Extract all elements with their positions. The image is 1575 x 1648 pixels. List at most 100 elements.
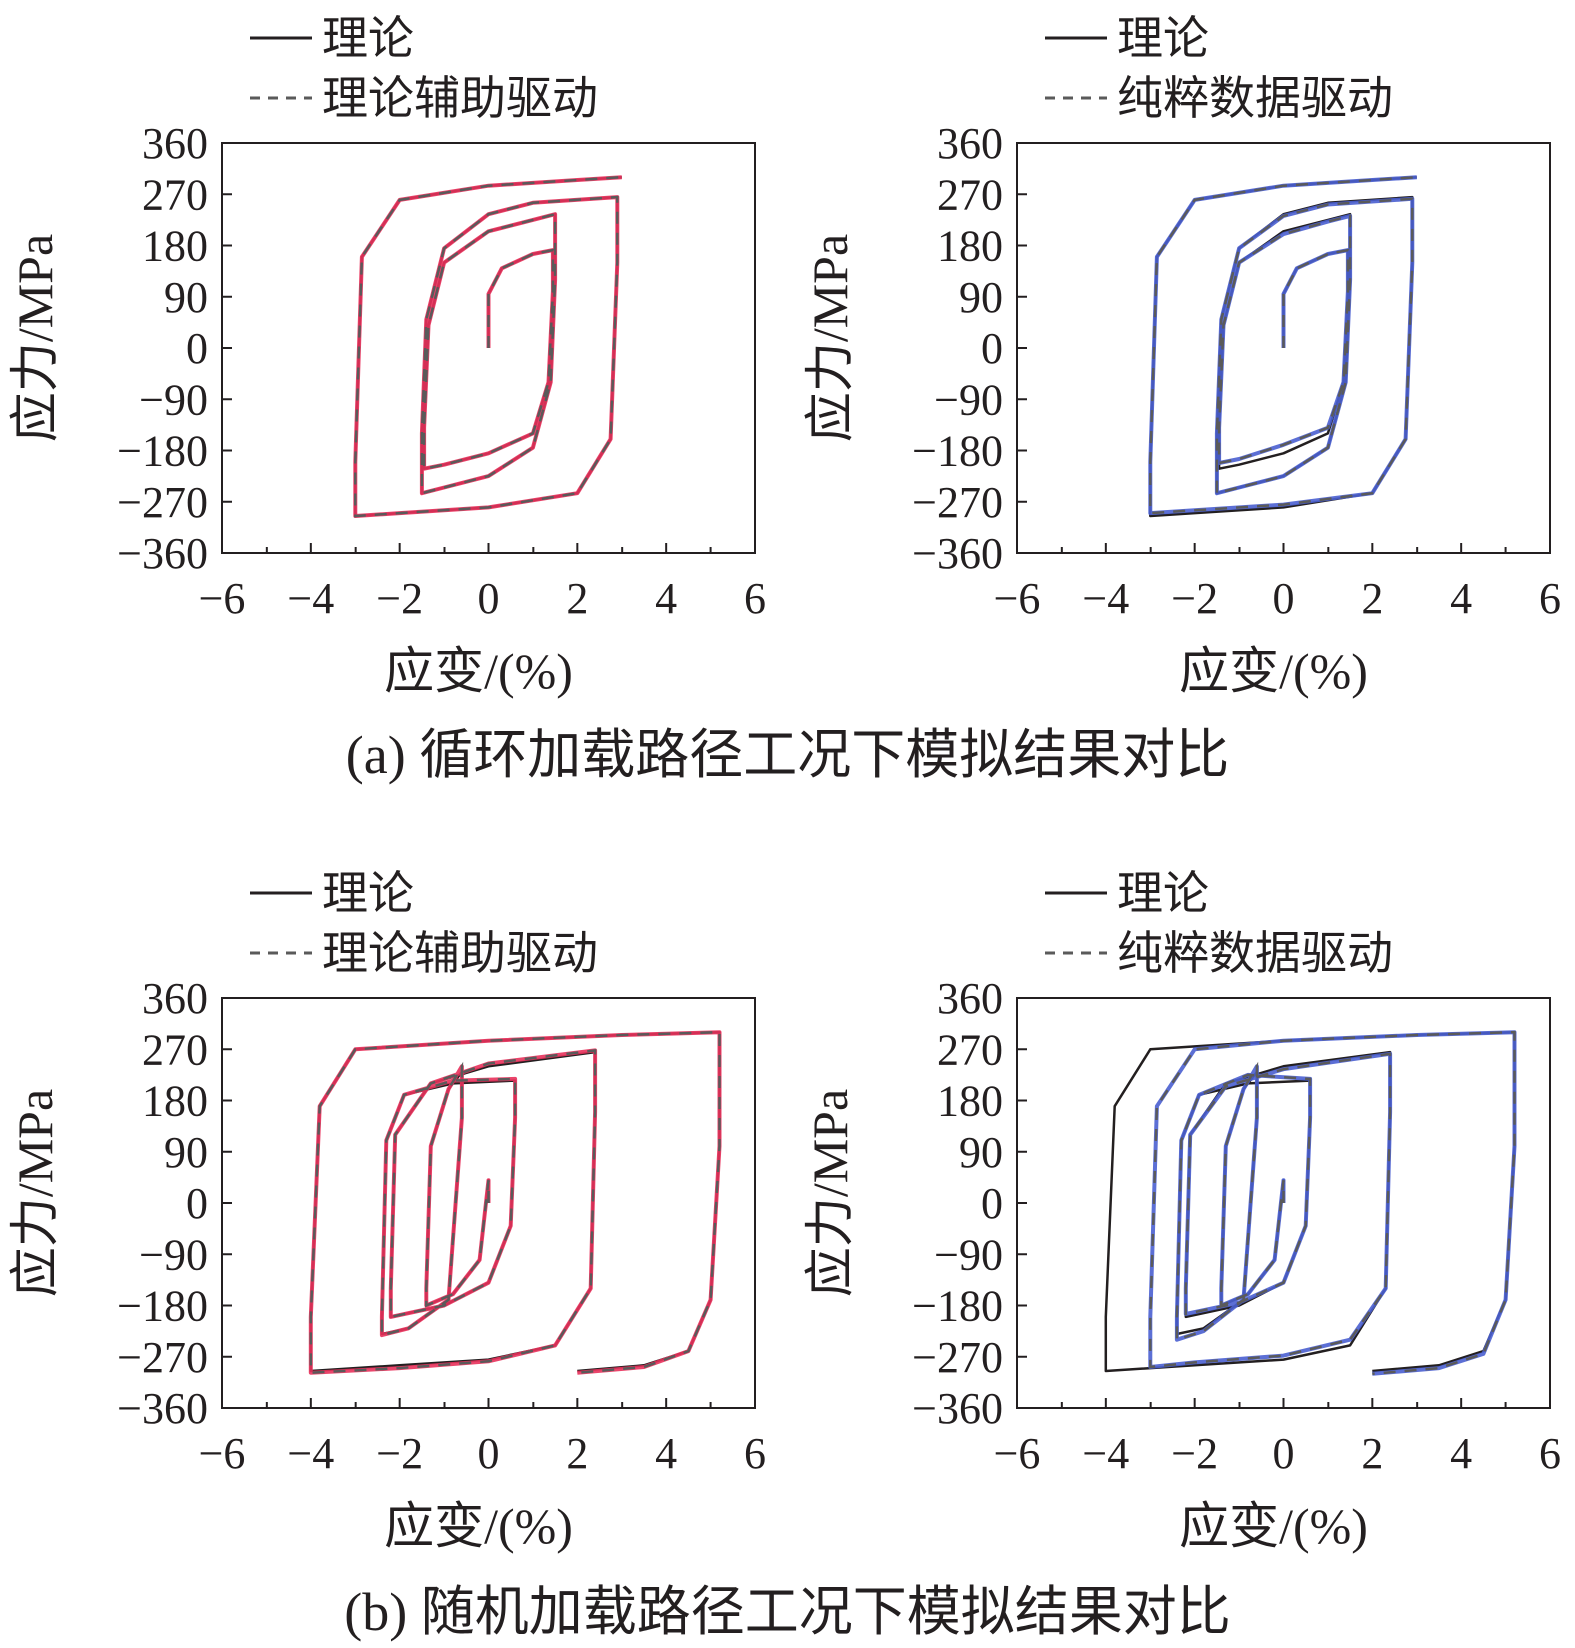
y-tick-label: −90 (139, 1230, 208, 1279)
series-group (353, 175, 622, 518)
y-tick-label: 0 (981, 324, 1003, 373)
x-tick-label: 0 (1273, 574, 1295, 623)
caption-b-text: (b) 随机加载路径工况下模拟结果对比 (344, 1582, 1231, 1642)
x-axis-title: 应变/(%) (1179, 1498, 1368, 1554)
x-tick-label: −4 (287, 574, 334, 623)
y-tick-label: −360 (117, 1384, 208, 1433)
series-dashed-line (354, 175, 622, 518)
x-tick-label: 6 (1539, 1429, 1561, 1478)
caption-a: (a) 循环加载路径工况下模拟结果对比 (0, 728, 1575, 782)
x-tick-label: 6 (744, 574, 766, 623)
x-tick-label: 4 (1450, 1429, 1472, 1478)
y-tick-label: 360 (937, 974, 1003, 1023)
y-tick-label: 270 (937, 1025, 1003, 1074)
y-tick-label: −360 (117, 529, 208, 578)
y-axis-title: 应力/MPa (7, 1089, 63, 1297)
y-tick-label: −180 (912, 427, 1003, 476)
x-axis-title: 应变/(%) (384, 643, 573, 699)
legend-label: 理论辅助驱动 (322, 73, 598, 124)
y-tick-label: −270 (912, 478, 1003, 527)
y-tick-label: 270 (937, 170, 1003, 219)
x-tick-label: −2 (376, 574, 423, 623)
series-dashed-line (1149, 175, 1417, 515)
legend-label: 理论 (1117, 13, 1209, 64)
x-tick-label: −4 (1082, 1429, 1129, 1478)
series-group (1104, 1030, 1517, 1376)
y-tick-label: 180 (937, 222, 1003, 271)
legend-label: 理论 (322, 13, 414, 64)
y-tick-label: −360 (912, 529, 1003, 578)
x-tick-label: 6 (744, 1429, 766, 1478)
y-tick-label: 360 (937, 119, 1003, 168)
x-tick-label: −2 (1171, 574, 1218, 623)
series-dashed-line (309, 1030, 721, 1375)
x-tick-label: −2 (376, 1429, 423, 1478)
y-axis-title: 应力/MPa (7, 234, 63, 442)
y-tick-label: −90 (139, 375, 208, 424)
y-axis-title: 应力/MPa (802, 1089, 858, 1297)
y-tick-label: −180 (117, 427, 208, 476)
x-tick-label: −2 (1171, 1429, 1218, 1478)
y-tick-label: 270 (142, 170, 208, 219)
caption-a-text: (a) 循环加载路径工况下模拟结果对比 (345, 725, 1230, 785)
x-tick-label: 0 (1273, 1429, 1295, 1478)
x-tick-label: 4 (1450, 574, 1472, 623)
x-tick-label: −4 (1082, 574, 1129, 623)
legend-label: 理论辅助驱动 (322, 928, 598, 979)
y-tick-label: −90 (934, 1230, 1003, 1279)
x-tick-label: 6 (1539, 574, 1561, 623)
caption-b: (b) 随机加载路径工况下模拟结果对比 (0, 1585, 1575, 1639)
x-tick-label: 4 (655, 1429, 677, 1478)
x-tick-label: −6 (199, 1429, 246, 1478)
x-axis-title: 应变/(%) (384, 1498, 573, 1554)
x-tick-label: 2 (566, 574, 588, 623)
x-axis: −6 −4 −2 0 2 4 6 (994, 1398, 1561, 1478)
y-tick-label: −270 (117, 1333, 208, 1382)
y-tick-label: 0 (981, 1179, 1003, 1228)
y-tick-label: 90 (164, 1128, 208, 1177)
y-tick-label: −180 (117, 1282, 208, 1331)
y-axis-title: 应力/MPa (802, 234, 858, 442)
legend-label: 理论 (322, 868, 414, 919)
y-tick-label: −180 (912, 1282, 1003, 1331)
x-tick-label: 4 (655, 574, 677, 623)
x-tick-label: −6 (994, 1429, 1041, 1478)
x-axis-title: 应变/(%) (1179, 643, 1368, 699)
y-tick-label: 180 (937, 1077, 1003, 1126)
y-tick-label: −270 (117, 478, 208, 527)
x-tick-label: 0 (478, 1429, 500, 1478)
x-axis: −6 −4 −2 0 2 4 6 (199, 543, 766, 623)
x-tick-label: 0 (478, 574, 500, 623)
y-tick-label: 90 (959, 1128, 1003, 1177)
x-axis: −6 −4 −2 0 2 4 6 (199, 1398, 766, 1478)
x-tick-label: −6 (199, 574, 246, 623)
x-tick-label: −4 (287, 1429, 334, 1478)
y-tick-label: 0 (186, 1179, 208, 1228)
y-tick-label: −90 (934, 375, 1003, 424)
y-tick-label: 90 (959, 273, 1003, 322)
x-tick-label: 2 (1361, 1429, 1383, 1478)
y-tick-label: 360 (142, 119, 208, 168)
y-tick-label: 180 (142, 222, 208, 271)
x-tick-label: 2 (566, 1429, 588, 1478)
y-tick-label: 90 (164, 273, 208, 322)
legend-label: 理论 (1117, 868, 1209, 919)
y-tick-label: −270 (912, 1333, 1003, 1382)
legend-label: 纯粹数据驱动 (1117, 73, 1393, 124)
series-group (1148, 175, 1417, 518)
y-tick-label: 0 (186, 324, 208, 373)
series-group (308, 1030, 722, 1375)
x-tick-label: 2 (1361, 574, 1383, 623)
y-tick-label: 180 (142, 1077, 208, 1126)
